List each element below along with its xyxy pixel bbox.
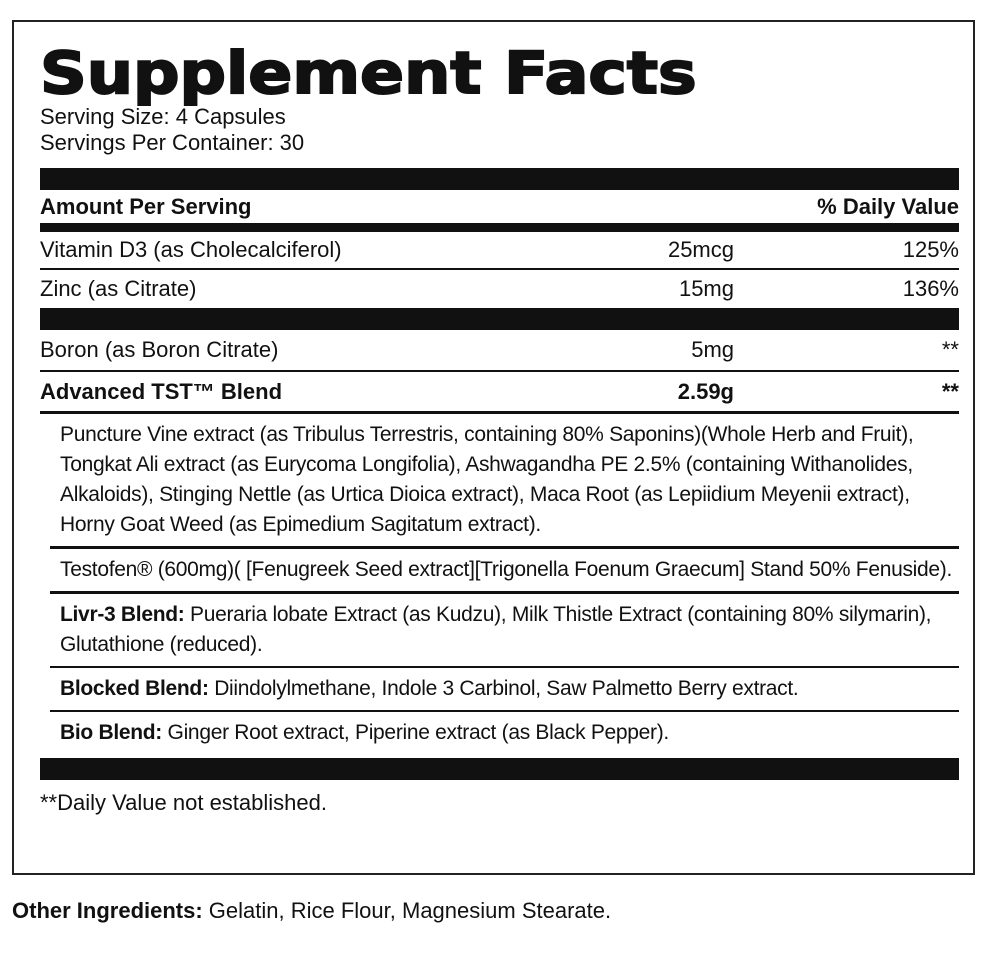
blend-row: Advanced TST™ Blend 2.59g ** — [40, 372, 959, 414]
blend-items: Puncture Vine extract (as Tribulus Terre… — [40, 414, 959, 754]
table-row: Zinc (as Citrate) 15mg 136% — [40, 270, 959, 308]
nutrient-dv: 136% — [902, 276, 959, 301]
blend-item-text: Diindolylmethane, Indole 3 Carbinol, Saw… — [208, 677, 799, 700]
blend-item: Blocked Blend: Diindolylmethane, Indole … — [50, 668, 959, 712]
blend-item-label: Bio Blend: — [60, 721, 162, 744]
blend-item-text: Puncture Vine extract (as Tribulus Terre… — [60, 423, 914, 536]
nutrient-dv: 125% — [902, 237, 959, 262]
serving-size: Serving Size: 4 Capsules — [40, 104, 286, 129]
table-row: Boron (as Boron Citrate) 5mg ** — [40, 330, 959, 372]
nutrient-dv: ** — [941, 337, 959, 362]
table-row: Vitamin D3 (as Cholecalciferol) 25mcg 12… — [40, 232, 959, 270]
blend-item: Puncture Vine extract (as Tribulus Terre… — [50, 414, 959, 549]
amount-header: Amount Per Serving — [40, 193, 252, 219]
nutrient-amount: 25mcg — [667, 237, 734, 262]
blend-item-label: Livr-3 Blend: — [60, 603, 185, 626]
divider-bar — [40, 758, 959, 780]
blend-item-text: Pueraria lobate Extract (as Kudzu), Milk… — [60, 603, 932, 656]
other-ingredients-text: Gelatin, Rice Flour, Magnesium Stearate. — [202, 898, 612, 923]
table-header: Amount Per Serving % Daily Value — [40, 190, 959, 232]
blend-item-text: Ginger Root extract, Piperine extract (a… — [162, 721, 670, 744]
blend-item: Bio Blend: Ginger Root extract, Piperine… — [50, 712, 959, 754]
panel-title: Supplement Facts — [39, 39, 698, 107]
dv-header: % Daily Value — [817, 193, 959, 219]
blend-item: Livr-3 Blend: Pueraria lobate Extract (a… — [50, 594, 959, 668]
nutrient-name: Vitamin D3 (as Cholecalciferol) — [40, 237, 342, 262]
nutrient-amount: 15mg — [678, 276, 734, 301]
servings-per-container: Servings Per Container: 30 — [40, 130, 305, 155]
other-ingredients-label: Other Ingredients: — [12, 898, 203, 923]
nutrient-amount: 5mg — [691, 337, 734, 362]
supplement-facts-panel: Supplement Facts Serving Size: 4 Capsule… — [12, 20, 975, 875]
nutrient-name: Zinc (as Citrate) — [40, 276, 197, 301]
blend-name: Advanced TST™ Blend — [40, 378, 283, 404]
footnote: **Daily Value not established. — [40, 790, 327, 815]
blend-item-label: Blocked Blend: — [60, 677, 209, 700]
nutrient-name: Boron (as Boron Citrate) — [40, 337, 279, 362]
other-ingredients: Other Ingredients: Gelatin, Rice Flour, … — [12, 898, 611, 924]
blend-amount: 2.59g — [677, 378, 734, 404]
blend-item-text: Testofen® (600mg)( [Fenugreek Seed extra… — [60, 558, 953, 581]
divider-bar — [40, 168, 959, 190]
divider-bar — [40, 308, 959, 330]
blend-dv: ** — [941, 378, 959, 404]
blend-item: Testofen® (600mg)( [Fenugreek Seed extra… — [50, 549, 959, 594]
